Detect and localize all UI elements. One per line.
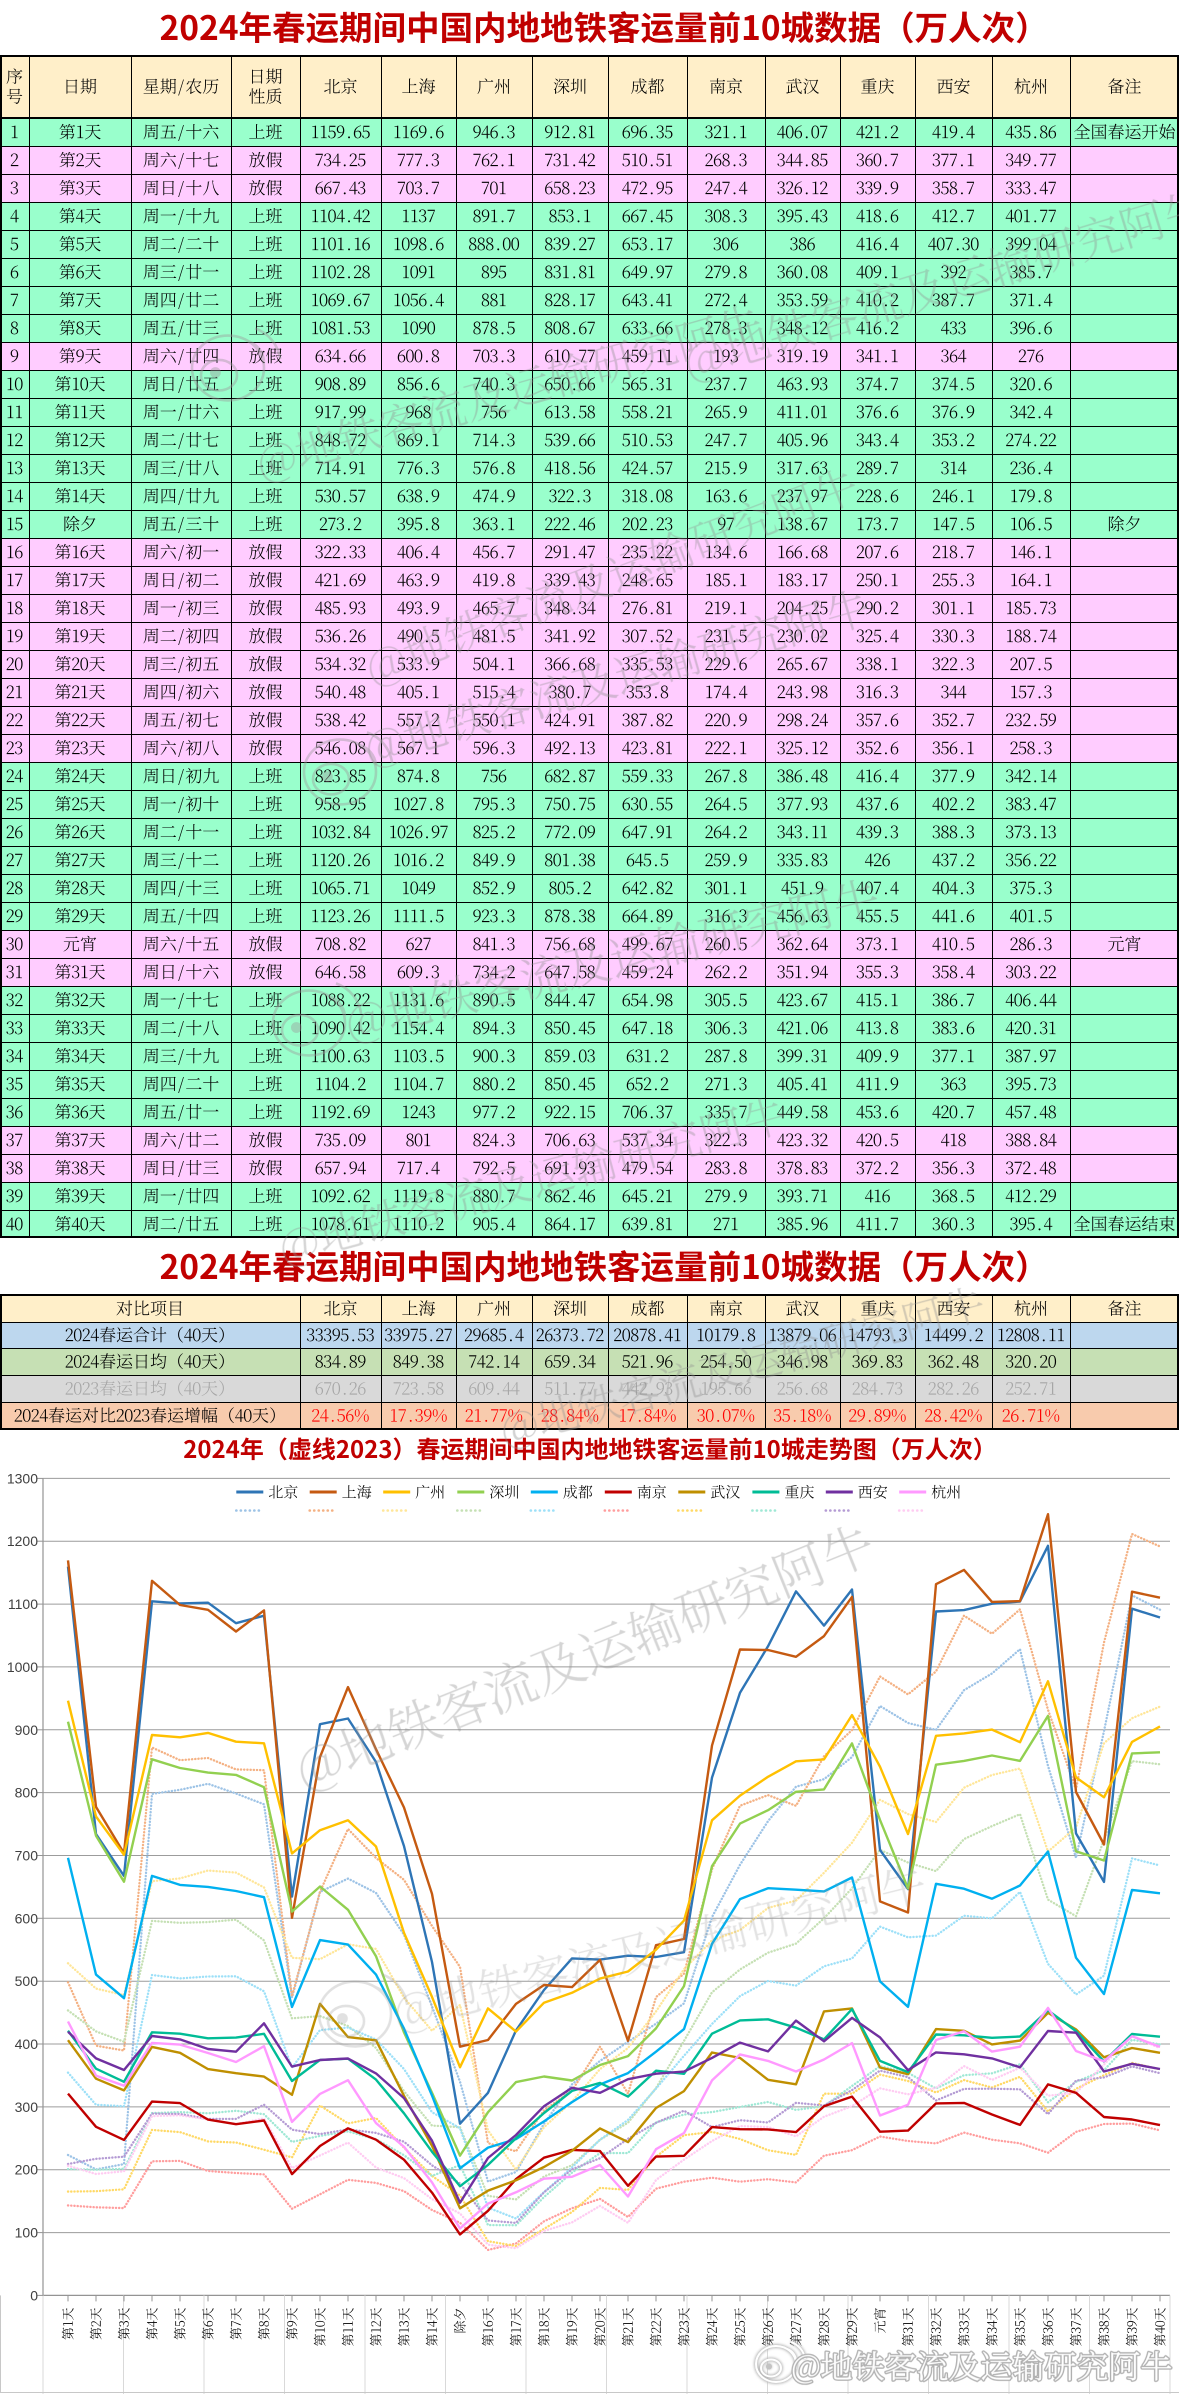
svg-text:400: 400 xyxy=(15,2036,39,2052)
svg-text:900: 900 xyxy=(15,1722,39,1738)
svg-text:800: 800 xyxy=(15,1785,39,1801)
svg-text:500: 500 xyxy=(15,1973,39,1989)
svg-text:200: 200 xyxy=(15,2162,39,2178)
svg-text:1300: 1300 xyxy=(7,1470,38,1486)
svg-text:1000: 1000 xyxy=(7,1659,38,1675)
svg-text:600: 600 xyxy=(15,1910,39,1926)
svg-text:1200: 1200 xyxy=(7,1533,38,1549)
svg-text:100: 100 xyxy=(15,2225,39,2241)
svg-text:1100: 1100 xyxy=(8,1596,38,1612)
svg-text:700: 700 xyxy=(15,1848,39,1864)
svg-text:0: 0 xyxy=(30,2287,38,2303)
svg-text:300: 300 xyxy=(15,2099,39,2115)
